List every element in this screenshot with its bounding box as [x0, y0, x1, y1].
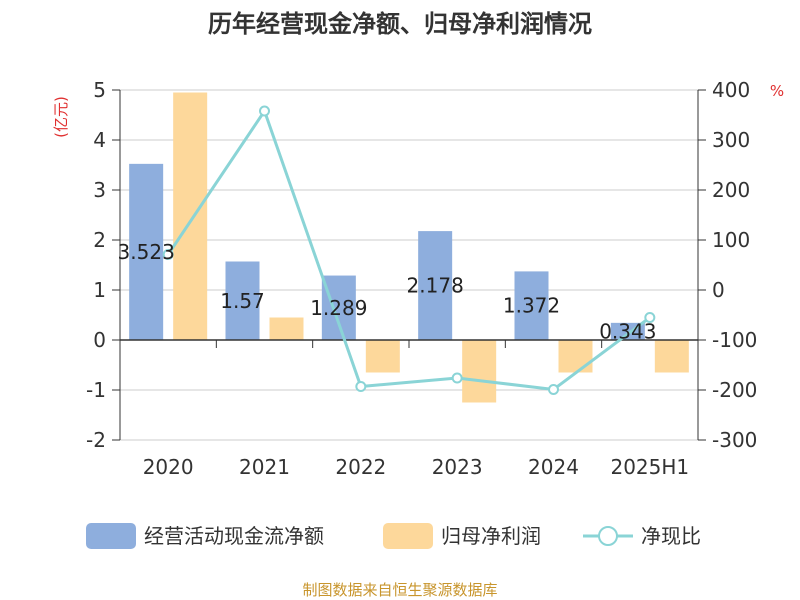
- bar: [269, 317, 304, 340]
- ratio-point: [355, 381, 367, 392]
- x-tick-label: 2021: [239, 455, 290, 479]
- legend-swatch-profit: [383, 523, 433, 549]
- x-tick-label: 2020: [143, 455, 194, 479]
- chart-title: 历年经营现金净额、归母净利润情况: [208, 10, 592, 38]
- bar-value-label: 2.178: [407, 274, 464, 298]
- ratio-point: [451, 372, 463, 384]
- ratio-line-path: [166, 107, 651, 392]
- right-tick-label: -300: [712, 428, 757, 452]
- bar-value-label: 1.372: [503, 294, 560, 318]
- right-tick-label: 0: [712, 278, 725, 302]
- right-tick-label: -100: [712, 328, 757, 352]
- bar-value-label: 1.57: [220, 289, 265, 313]
- x-tick-label: 2023: [432, 455, 483, 479]
- bar: [418, 231, 453, 340]
- left-axis-unit: (亿元): [52, 96, 70, 138]
- legend-label-profit: 归母净利润: [441, 524, 541, 548]
- bar-value-label: 0.343: [599, 319, 656, 343]
- left-tick-label: 0: [93, 328, 106, 352]
- bars: [129, 92, 689, 403]
- left-tick-label: -1: [86, 378, 106, 402]
- legend-label-cashflow: 经营活动现金流净额: [144, 524, 324, 548]
- left-tick-label: 4: [93, 128, 106, 152]
- legend-label-ratio: 净现比: [641, 524, 701, 548]
- bar: [225, 261, 260, 340]
- left-tick-label: 3: [93, 178, 106, 202]
- x-tick-label: 2022: [335, 455, 386, 479]
- bar-value-label: 1.289: [310, 296, 367, 320]
- ratio-point: [162, 249, 174, 260]
- legend-marker-ratio: [598, 526, 618, 546]
- x-tick-label: 2025H1: [610, 455, 689, 479]
- right-tick-label: 100: [712, 228, 750, 252]
- ratio-line: [162, 105, 656, 395]
- bar-value-label: 3.523: [118, 240, 175, 264]
- bar: [173, 92, 208, 340]
- legend-swatch-cashflow: [86, 523, 136, 549]
- data-labels: 3.523 1.57 1.289 2.178 1.372 0.343: [118, 240, 657, 344]
- right-tick-label: 300: [712, 128, 750, 152]
- left-tick-label: 5: [93, 78, 106, 102]
- left-tick-label: 1: [93, 278, 106, 302]
- bar: [462, 340, 497, 403]
- ratio-point: [644, 312, 656, 323]
- legend: 经营活动现金流净额 归母净利润 净现比: [86, 523, 701, 549]
- bar: [514, 271, 549, 340]
- ratio-point: [548, 384, 559, 395]
- bar: [129, 163, 164, 340]
- right-tick-label: -200: [712, 378, 757, 402]
- ratio-point: [259, 105, 270, 117]
- bar: [321, 275, 356, 340]
- right-tick-label: 200: [712, 178, 750, 202]
- x-tick-label: 2024: [528, 455, 579, 479]
- left-tick-label: 2: [93, 228, 106, 252]
- source-note: 制图数据来自恒生聚源数据库: [302, 581, 497, 599]
- right-tick-label: 400: [712, 78, 750, 102]
- left-tick-label: -2: [86, 428, 106, 452]
- bar: [365, 340, 400, 373]
- bar: [558, 340, 593, 373]
- right-axis-unit: %: [770, 82, 784, 100]
- bar: [654, 340, 689, 373]
